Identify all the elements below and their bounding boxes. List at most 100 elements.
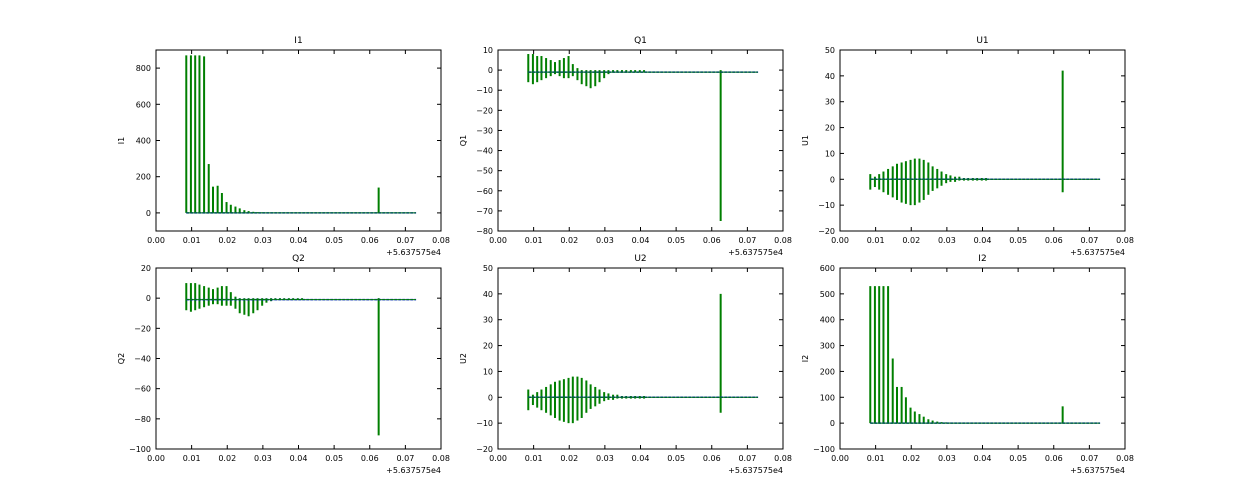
x-tick-label: 0.00 <box>147 454 165 463</box>
y-tick-label: 10 <box>483 367 493 376</box>
x-tick-label: 0.07 <box>738 454 756 463</box>
chart-q2: 0.00 0.01 0.02 0.03 0.04 0.05 0.06 0.07 0.08 −100… <box>117 254 450 475</box>
y-axis-label: Q1 <box>459 135 468 146</box>
x-tick-label: 0.08 <box>774 236 792 245</box>
x-tick-label: 0.08 <box>432 454 450 463</box>
chart-i1: 0.00 0.01 0.02 0.03 0.04 0.05 0.06 0.07 0.08 0 200… <box>117 36 450 257</box>
y-tick-label: −60 <box>134 385 151 394</box>
x-tick-label: 0.06 <box>361 454 379 463</box>
x-tick-label: 0.00 <box>831 454 849 463</box>
y-tick-label: 50 <box>825 46 835 55</box>
chart-title: Q2 <box>292 254 305 264</box>
y-tick-label: 0 <box>488 393 493 402</box>
y-tick-label: 400 <box>136 137 151 146</box>
chart-title: I2 <box>978 254 986 264</box>
x-tick-label: 0.04 <box>974 236 992 245</box>
chart-u1: 0.00 0.01 0.02 0.03 0.04 0.05 0.06 0.07 0.08 −20 −… <box>801 36 1134 257</box>
x-tick-label: 0.04 <box>974 454 992 463</box>
y-tick-label: −50 <box>476 167 493 176</box>
x-offset-label: +5.637575e4 <box>1070 466 1125 475</box>
x-tick-label: 0.05 <box>667 236 685 245</box>
x-tick-label: 0.02 <box>560 236 578 245</box>
x-tick-label: 0.08 <box>774 454 792 463</box>
y-tick-label: −30 <box>476 126 493 135</box>
x-tick-label: 0.06 <box>703 236 721 245</box>
y-axis-label: U2 <box>459 353 468 364</box>
y-tick-label: −70 <box>476 207 493 216</box>
x-tick-label: 0.06 <box>1045 454 1063 463</box>
y-tick-label: 0 <box>146 209 151 218</box>
chart-i2: 0.00 0.01 0.02 0.03 0.04 0.05 0.06 0.07 0.08 −100… <box>801 254 1134 475</box>
x-tick-label: 0.02 <box>218 454 236 463</box>
x-tick-label: 0.03 <box>596 454 614 463</box>
y-tick-label: −10 <box>476 419 493 428</box>
y-tick-label: 300 <box>820 342 835 351</box>
x-tick-label: 0.06 <box>703 454 721 463</box>
x-tick-label: 0.01 <box>525 454 543 463</box>
x-tick-label: 0.01 <box>183 454 201 463</box>
x-tick-label: 0.01 <box>867 236 885 245</box>
x-tick-label: 0.07 <box>396 236 414 245</box>
y-tick-label: 30 <box>483 316 493 325</box>
y-tick-label: −60 <box>476 187 493 196</box>
x-tick-label: 0.03 <box>938 236 956 245</box>
x-tick-label: 0.02 <box>560 454 578 463</box>
x-tick-label: 0.02 <box>902 236 920 245</box>
y-tick-label: 20 <box>141 264 151 273</box>
y-tick-label: 20 <box>483 342 493 351</box>
x-tick-label: 0.07 <box>396 454 414 463</box>
x-tick-label: 0.03 <box>254 236 272 245</box>
chart-q1: 0.00 0.01 0.02 0.03 0.04 0.05 0.06 0.07 0.08 −80 −… <box>459 36 792 257</box>
x-tick-label: 0.00 <box>489 236 507 245</box>
x-tick-label: 0.06 <box>1045 236 1063 245</box>
y-tick-label: 50 <box>483 264 493 273</box>
x-tick-label: 0.03 <box>254 454 272 463</box>
y-tick-label: −10 <box>818 201 835 210</box>
y-tick-label: −20 <box>476 445 493 454</box>
x-tick-label: 0.00 <box>831 236 849 245</box>
y-axis-label: I2 <box>801 355 810 362</box>
y-tick-label: 0 <box>488 66 493 75</box>
x-tick-label: 0.00 <box>147 236 165 245</box>
x-offset-label: +5.637575e4 <box>1070 248 1125 257</box>
x-tick-label: 0.02 <box>902 454 920 463</box>
x-tick-label: 0.05 <box>325 236 343 245</box>
y-tick-label: 600 <box>820 264 835 273</box>
plot-area <box>840 50 1125 231</box>
x-offset-label: +5.637575e4 <box>728 466 783 475</box>
x-tick-label: 0.04 <box>632 454 650 463</box>
y-tick-label: −80 <box>134 415 151 424</box>
x-tick-label: 0.05 <box>325 454 343 463</box>
x-offset-label: +5.637575e4 <box>386 466 441 475</box>
y-tick-label: 20 <box>825 124 835 133</box>
x-tick-label: 0.04 <box>290 454 308 463</box>
chart-title: U2 <box>634 254 646 264</box>
y-tick-label: 800 <box>136 64 151 73</box>
x-tick-label: 0.01 <box>183 236 201 245</box>
x-tick-label: 0.08 <box>432 236 450 245</box>
y-tick-label: −80 <box>476 227 493 236</box>
y-tick-label: 0 <box>146 294 151 303</box>
x-tick-label: 0.07 <box>738 236 756 245</box>
y-tick-label: 200 <box>820 367 835 376</box>
y-tick-label: −20 <box>134 324 151 333</box>
x-offset-label: +5.637575e4 <box>728 248 783 257</box>
chart-title: Q1 <box>634 36 647 46</box>
y-tick-label: 0 <box>830 419 835 428</box>
y-tick-label: −40 <box>476 147 493 156</box>
chart-u2: 0.00 0.01 0.02 0.03 0.04 0.05 0.06 0.07 0.08 −20 −… <box>459 254 792 475</box>
y-axis-label: I1 <box>117 137 126 144</box>
plot-area <box>498 50 783 231</box>
y-tick-label: −40 <box>134 355 151 364</box>
x-tick-label: 0.07 <box>1080 454 1098 463</box>
x-offset-label: +5.637575e4 <box>386 248 441 257</box>
x-tick-label: 0.03 <box>596 236 614 245</box>
y-tick-label: 40 <box>825 72 835 81</box>
x-tick-label: 0.07 <box>1080 236 1098 245</box>
y-tick-label: 0 <box>830 175 835 184</box>
x-tick-label: 0.02 <box>218 236 236 245</box>
x-tick-label: 0.05 <box>1009 236 1027 245</box>
y-tick-label: −10 <box>476 86 493 95</box>
y-tick-label: −100 <box>813 445 835 454</box>
